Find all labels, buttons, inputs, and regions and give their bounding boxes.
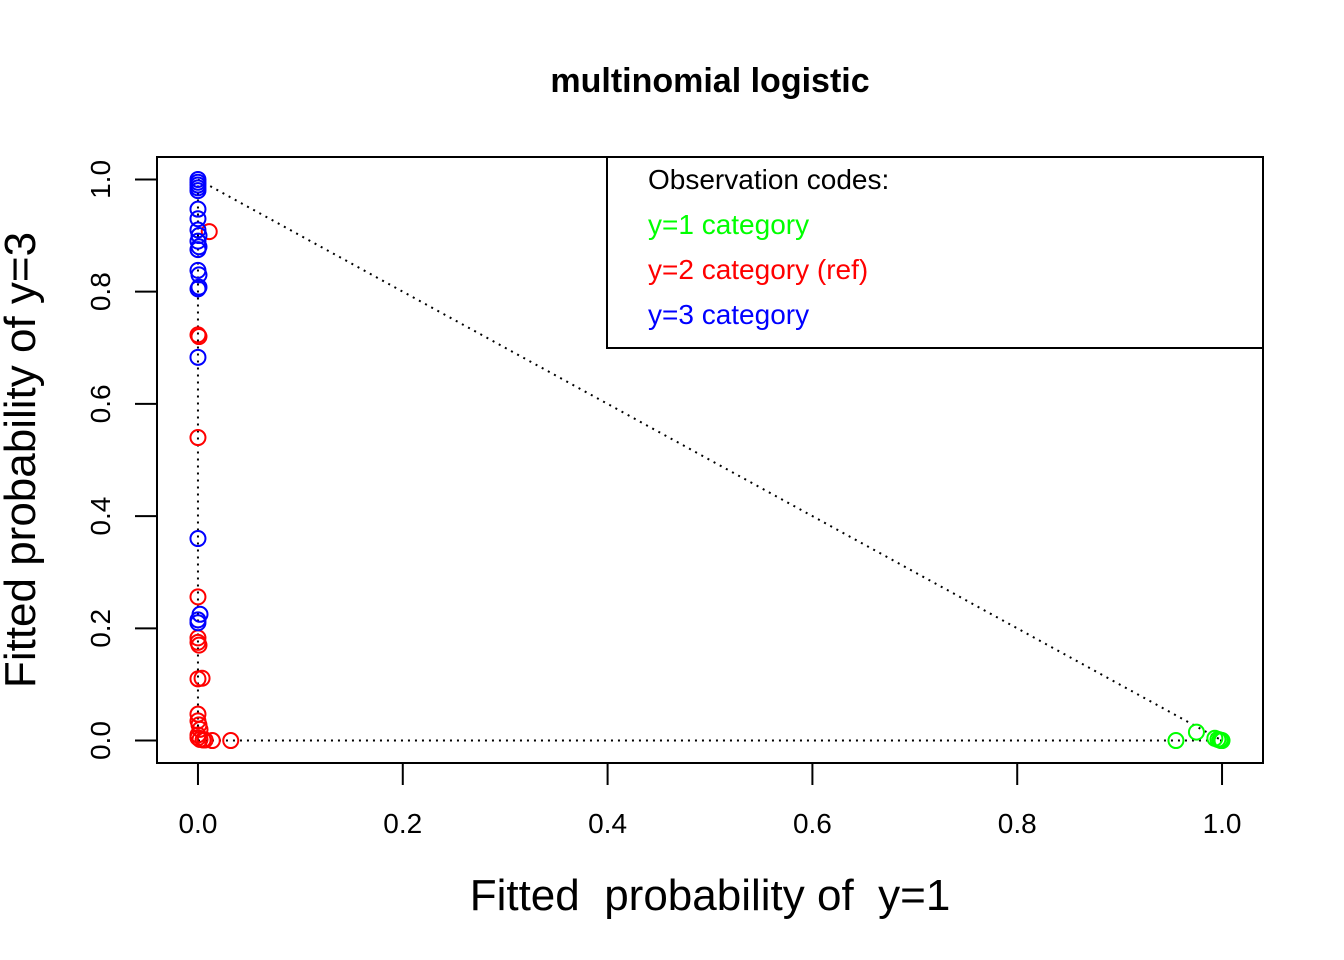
x-axis-label: Fitted probability of y=1 xyxy=(470,871,951,920)
legend-entry-y2: y=2 category (ref) xyxy=(648,254,868,285)
legend-entry-y3: y=3 category xyxy=(648,299,809,330)
data-point xyxy=(190,238,208,256)
y-tick-label: 0.2 xyxy=(85,609,116,648)
data-point xyxy=(190,278,208,296)
x-tick-label: 0.2 xyxy=(383,808,422,839)
y-tick-label: 0.4 xyxy=(85,497,116,536)
data-point xyxy=(189,348,207,366)
data-point xyxy=(189,182,207,200)
y-tick-label: 0.8 xyxy=(85,272,116,311)
data-point xyxy=(200,223,218,241)
reference-line-0 xyxy=(197,178,1223,742)
data-point xyxy=(190,328,208,346)
data-point xyxy=(189,588,207,606)
data-point xyxy=(203,732,221,750)
series-2 xyxy=(189,223,240,750)
x-axis: 0.0 0.2 0.4 0.6 0.8 1.0 xyxy=(178,762,1242,839)
series-3 xyxy=(189,170,209,632)
x-tick-label: 0.0 xyxy=(178,808,217,839)
series-1 xyxy=(1167,723,1231,750)
x-tick-label: 0.4 xyxy=(588,808,627,839)
data-point xyxy=(189,614,207,632)
data-point xyxy=(189,530,207,548)
plot-area xyxy=(189,170,1231,750)
y-tick-label: 1.0 xyxy=(85,160,116,199)
legend: Observation codes: y=1 category y=2 cate… xyxy=(606,156,1264,349)
data-point xyxy=(193,669,211,687)
data-point xyxy=(189,221,207,239)
y-tick-label: 0.6 xyxy=(85,384,116,423)
data-point xyxy=(189,232,207,250)
data-point xyxy=(189,429,207,447)
data-point xyxy=(222,732,240,750)
data-point xyxy=(196,731,214,749)
chart-title: multinomial logistic xyxy=(550,62,869,100)
legend-title: Observation codes: xyxy=(648,164,889,195)
data-point xyxy=(189,210,207,228)
x-tick-label: 0.6 xyxy=(793,808,832,839)
x-tick-label: 0.8 xyxy=(998,808,1037,839)
y-axis-label: Fitted probability of y=3 xyxy=(0,232,45,688)
y-axis: 0.0 0.2 0.4 0.6 0.8 1.0 xyxy=(85,160,158,760)
data-point xyxy=(1212,732,1230,750)
y-tick-label: 0.0 xyxy=(85,721,116,760)
data-point xyxy=(189,633,207,651)
x-tick-label: 1.0 xyxy=(1203,808,1242,839)
data-point xyxy=(189,200,207,218)
data-point xyxy=(1167,732,1185,750)
legend-box xyxy=(606,156,1264,349)
legend-entry-y1: y=1 category xyxy=(648,209,809,240)
data-point xyxy=(1187,723,1205,741)
